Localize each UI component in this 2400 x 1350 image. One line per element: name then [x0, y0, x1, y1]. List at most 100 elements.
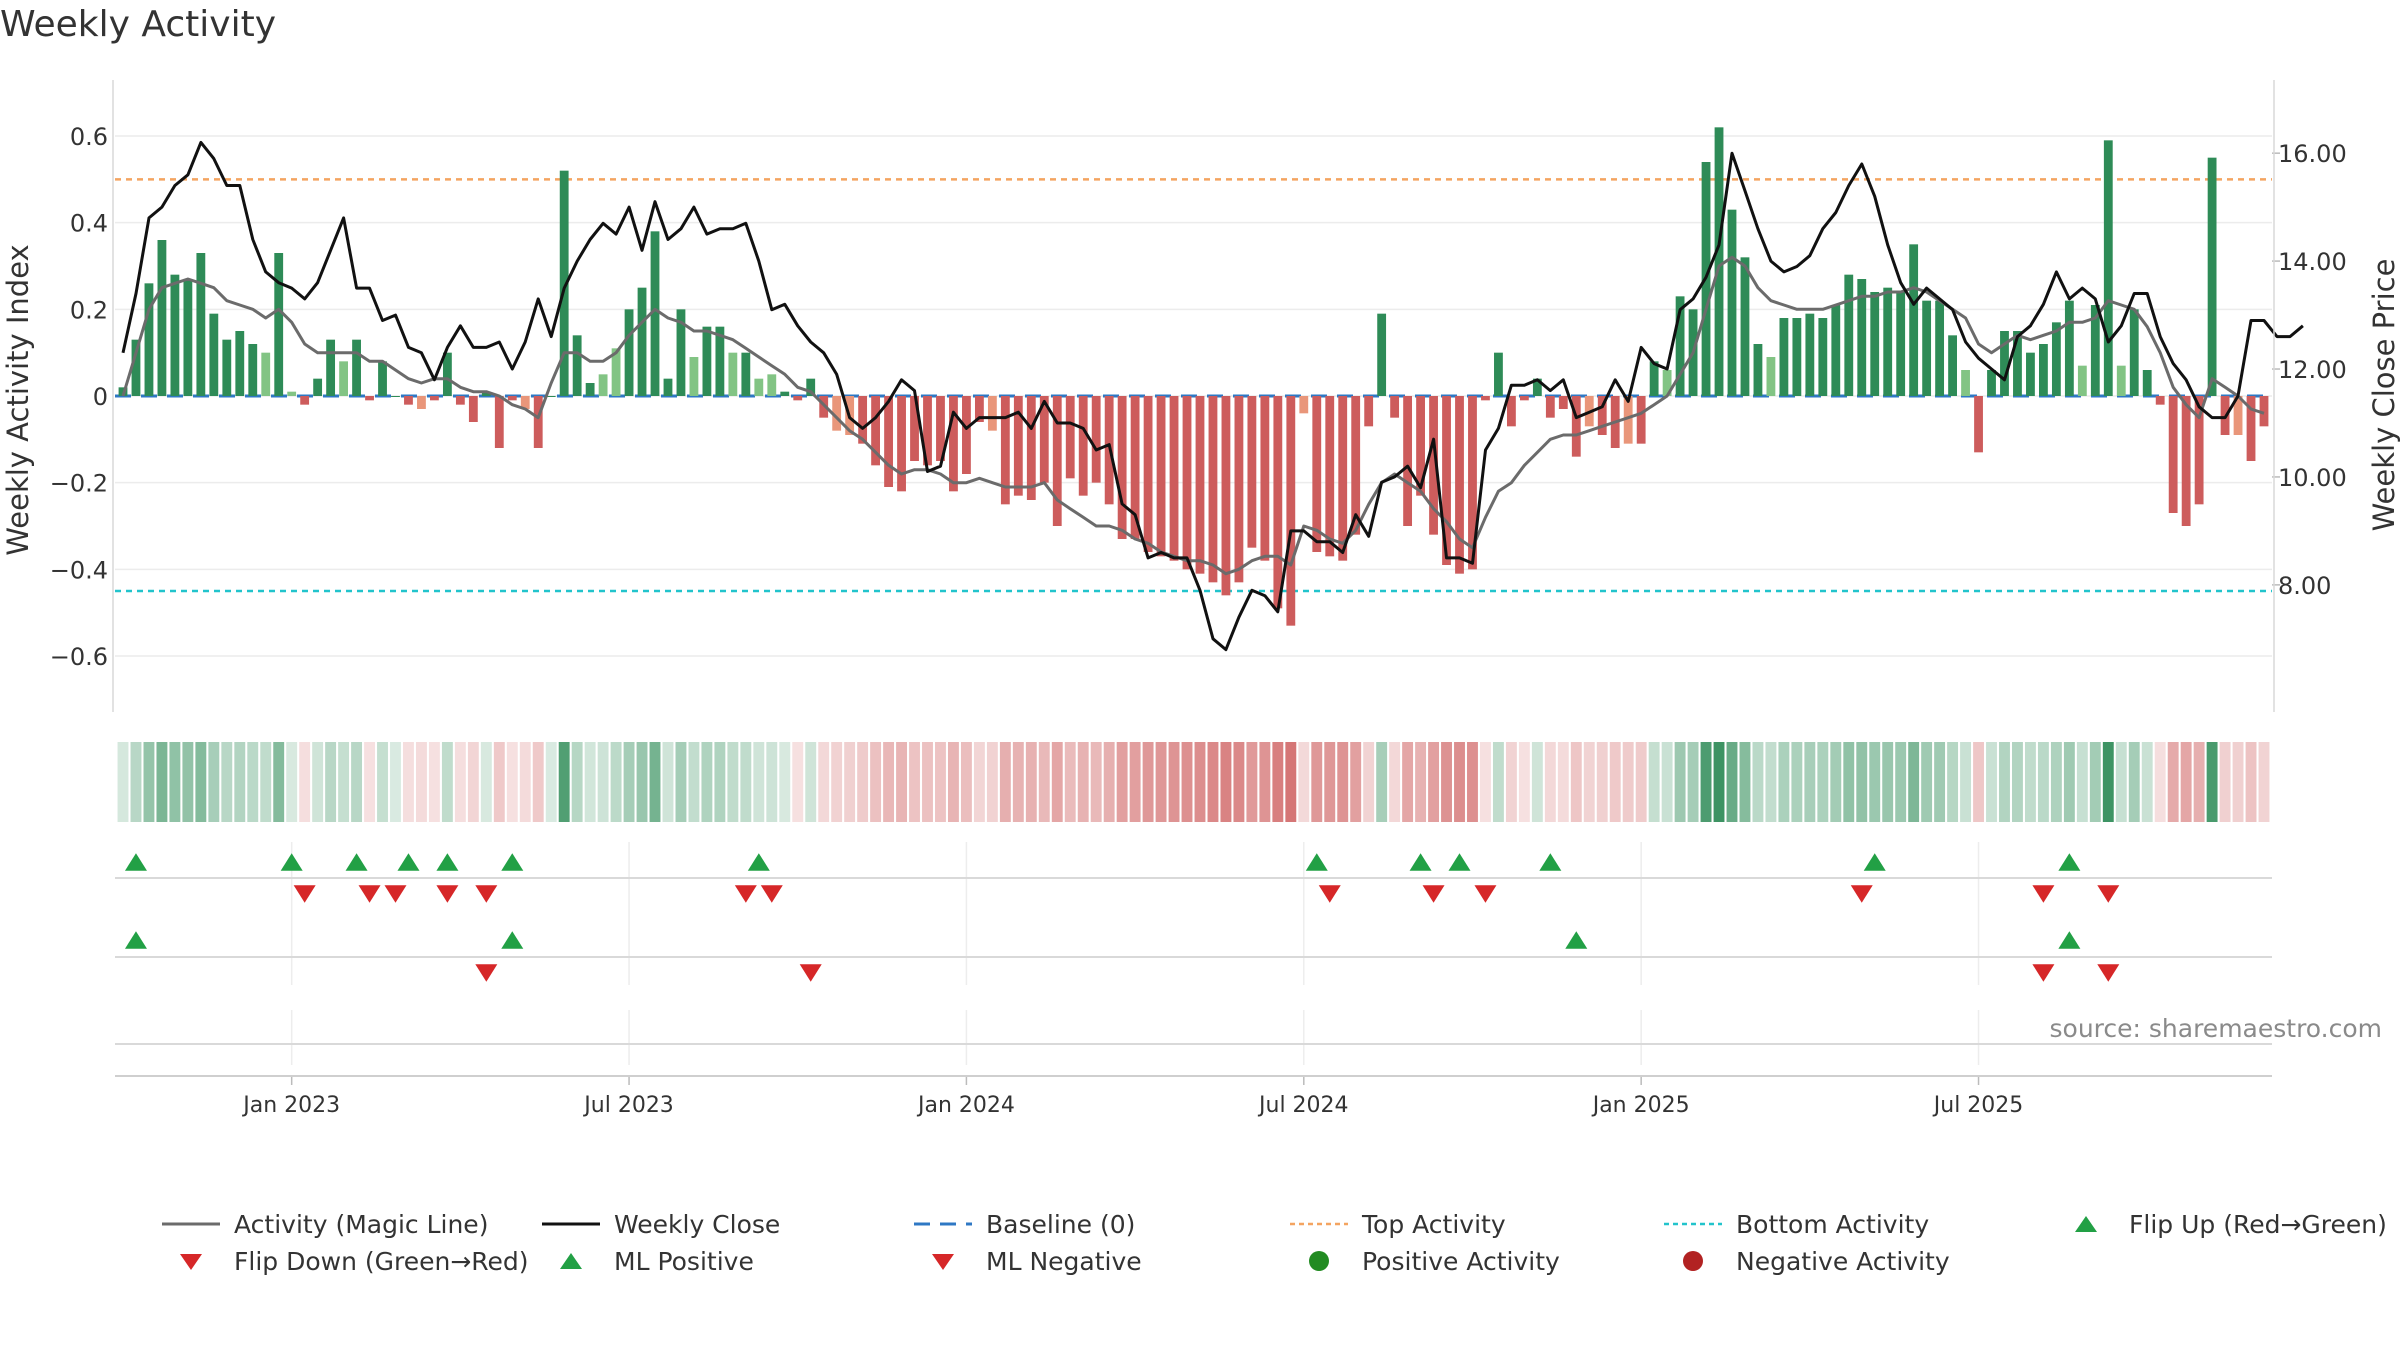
- legend-item-top-activity: Top Activity: [1288, 1205, 1506, 1243]
- heat-cell: [208, 742, 220, 822]
- activity-bar: [417, 396, 426, 409]
- activity-bar: [274, 253, 284, 396]
- heat-cell: [1298, 742, 1310, 822]
- legend-swatch-icon: [1290, 1222, 1348, 1226]
- weekly-close-line: [121, 140, 2304, 652]
- activity-bar: [1740, 257, 1750, 396]
- heat-cell: [1168, 742, 1180, 822]
- activity-bar: [494, 396, 504, 448]
- activity-bar: [1987, 370, 1996, 396]
- activity-bar: [1442, 396, 1451, 565]
- heat-cell: [2219, 742, 2231, 822]
- flip-down-marker: [293, 885, 316, 903]
- activity-bar: [2207, 157, 2217, 396]
- heat-cell: [1220, 742, 1232, 822]
- y-tick-label: 0.2: [70, 296, 108, 324]
- heat-cell: [1986, 742, 1997, 822]
- y-right-tick-label: 8.00: [2278, 572, 2331, 600]
- activity-bar: [715, 326, 725, 396]
- heat-cell: [1999, 742, 2010, 822]
- activity-bar: [1675, 296, 1685, 396]
- legend-label: Weekly Close: [614, 1209, 781, 1239]
- activity-bar: [170, 274, 180, 396]
- heat-cell: [675, 742, 687, 822]
- legend-swatch-icon: [162, 1222, 220, 1226]
- legend-label: Bottom Activity: [1736, 1209, 1930, 1239]
- activity-bar: [2246, 396, 2256, 461]
- heat-cell: [1012, 742, 1024, 822]
- activity-bar: [404, 396, 413, 405]
- activity-bar: [1026, 396, 1036, 500]
- heat-cell: [506, 742, 518, 822]
- activity-bar: [1779, 318, 1789, 396]
- source-note: source: sharemaestro.com: [2049, 1014, 2383, 1043]
- legend-item-negative-activity: Negative Activity: [1662, 1242, 1950, 1280]
- heat-cell: [1259, 742, 1271, 822]
- legend-item-bottom-activity: Bottom Activity: [1662, 1205, 1929, 1243]
- legend-item-weekly-close: Weekly Close: [540, 1205, 780, 1243]
- activity-bar: [1883, 287, 1893, 396]
- ml-positive-marker: [1565, 931, 1588, 949]
- activity-bar: [702, 326, 712, 396]
- activity-bar: [468, 396, 478, 422]
- heat-cell: [2154, 742, 2166, 822]
- heat-cell: [1596, 742, 1608, 822]
- activity-bar: [1662, 370, 1672, 396]
- legend-swatch-icon: [560, 1253, 582, 1269]
- activity-bar: [1312, 396, 1322, 552]
- chart-title: Weekly Activity: [0, 4, 277, 45]
- ml-negative-marker: [2032, 964, 2055, 982]
- heat-cell: [1700, 742, 1712, 822]
- activity-bar: [1870, 292, 1880, 396]
- activity-bar: [1468, 396, 1477, 570]
- heat-cell: [156, 742, 168, 822]
- heat-cell: [1869, 742, 1881, 822]
- activity-bar: [1338, 396, 1348, 561]
- heat-cell: [1921, 742, 1933, 822]
- heat-cell: [1765, 742, 1777, 822]
- activity-bar: [611, 348, 621, 396]
- heat-cell: [221, 742, 233, 822]
- heat-cell: [545, 742, 557, 822]
- activity-bar: [767, 374, 777, 396]
- activity-bar: [598, 374, 608, 396]
- y-tick-label: −0.6: [50, 643, 108, 671]
- activity-bar: [2039, 344, 2048, 396]
- heat-cell: [2206, 742, 2218, 822]
- heat-cell: [766, 742, 778, 822]
- heat-cell: [1233, 742, 1245, 822]
- activity-bar: [1078, 396, 1088, 496]
- flip-down-marker: [1850, 885, 1873, 903]
- legend-item-ml-positive: ML Positive: [540, 1242, 754, 1280]
- heat-cell: [247, 742, 259, 822]
- activity-bar: [923, 396, 932, 466]
- heat-cell: [1492, 742, 1504, 822]
- heat-cell: [1181, 742, 1193, 822]
- activity-bar: [1325, 396, 1335, 557]
- activity-bar: [365, 396, 374, 401]
- flip-down-marker: [475, 885, 498, 903]
- activity-bar: [650, 231, 660, 396]
- heat-cell: [2141, 742, 2153, 822]
- activity-bar: [157, 240, 167, 396]
- heat-cell: [805, 742, 817, 822]
- legend-label: Flip Up (Red→Green): [2129, 1209, 2387, 1239]
- activity-bar: [1234, 396, 1244, 583]
- heat-cell: [1908, 742, 1920, 822]
- activity-bar: [585, 383, 595, 396]
- activity-bar: [780, 391, 790, 396]
- activity-bar: [2181, 396, 2191, 526]
- x-tick-label: Jul 2025: [1932, 1093, 2024, 1118]
- activity-bar: [1766, 357, 1776, 396]
- activity-bar: [559, 170, 569, 396]
- heat-cell: [1739, 742, 1751, 822]
- heat-cell: [935, 742, 946, 822]
- activity-bar: [871, 396, 881, 466]
- heat-cell: [584, 742, 596, 822]
- x-tick-label: Jul 2024: [1257, 1093, 1349, 1118]
- activity-bar: [2142, 370, 2152, 396]
- heat-cell: [1350, 742, 1362, 822]
- activity-bar: [442, 352, 452, 396]
- activity-bar: [196, 253, 206, 396]
- heat-cell: [1402, 742, 1414, 822]
